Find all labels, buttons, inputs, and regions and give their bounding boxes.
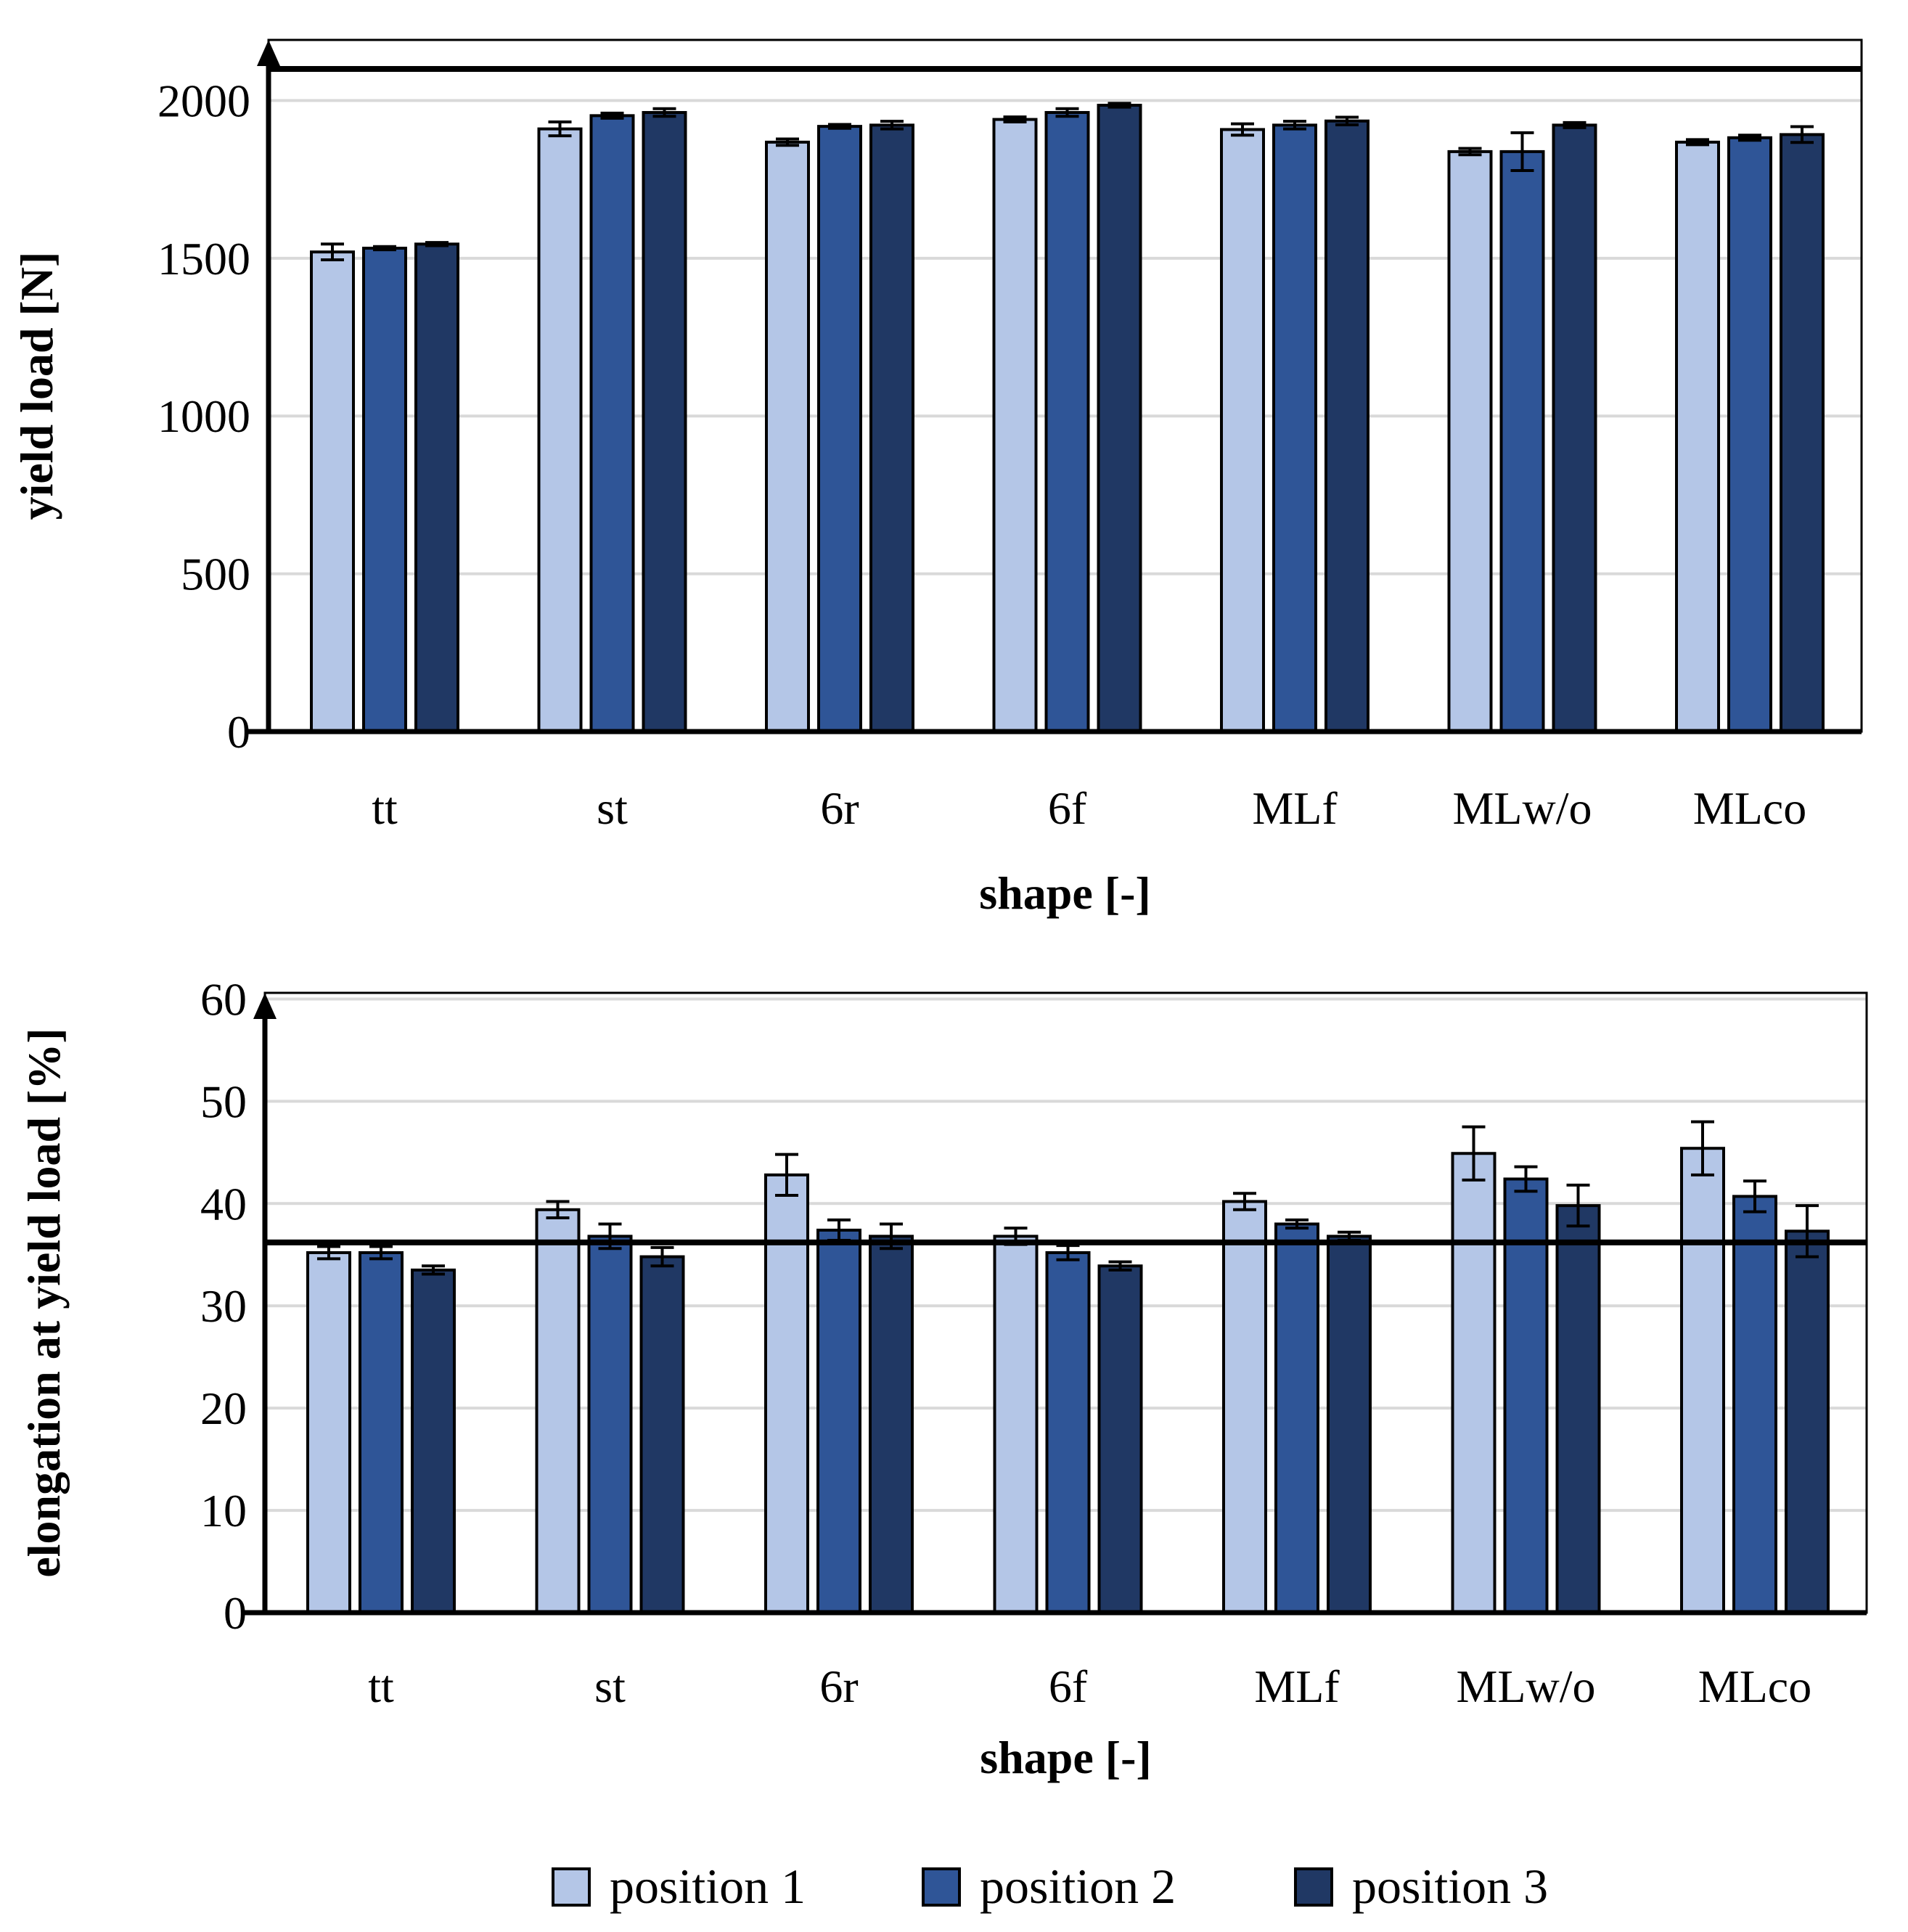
yield-bar-st-pos2 [589,114,635,733]
yield-category-label: tt [372,782,398,834]
elong-category-label: 6f [1049,1661,1088,1712]
elong-bar-MLwo-pos1 [1451,1152,1496,1614]
elong-bar-MLf-pos1 [1222,1200,1267,1614]
yield-bar-st-pos1 [537,127,583,734]
elong-category-label: MLf [1254,1661,1340,1712]
yield-category-label: MLw/o [1453,782,1592,834]
elong-bar-MLco-pos2 [1732,1195,1777,1614]
yield-bar-MLco-pos2 [1727,136,1772,733]
elong-bar-MLwo-pos2 [1503,1177,1549,1614]
elong-ytick-label: 0 [224,1587,247,1639]
elong-bar-6f-pos1 [993,1235,1039,1614]
elong-category-label: tt [368,1661,394,1712]
legend-swatch-position-2 [922,1867,961,1907]
legend: position 1 position 2 position 3 [552,1859,1548,1914]
yield-bar-6f-pos3 [1097,103,1142,733]
elong-bar-tt-pos1 [306,1251,351,1614]
elong-x-axis-title: shape [-] [980,1732,1151,1783]
yield-bar-tt-pos1 [310,250,355,733]
legend-label-position-1: position 1 [610,1859,806,1914]
elong-bar-MLwo-pos3 [1555,1204,1601,1614]
yield-bar-MLf-pos2 [1272,123,1317,734]
elong-bar-6r-pos2 [816,1228,861,1614]
yield-ytick-label: 2000 [157,75,250,126]
elong-ytick-label: 50 [200,1076,247,1127]
yield-bar-6f-pos2 [1044,110,1090,734]
elong-bar-6f-pos2 [1045,1251,1091,1614]
elong-bar-st-pos1 [535,1208,581,1614]
yield-bar-MLco-pos3 [1780,133,1825,733]
yield-bar-6f-pos1 [992,118,1038,733]
yield-ytick-label: 1000 [157,390,250,442]
elong-category-label: st [594,1661,626,1712]
elong-ytick-label: 20 [200,1383,247,1434]
elong-category-label: 6r [819,1661,858,1712]
legend-swatch-position-3 [1294,1867,1333,1907]
yield-category-label: 6f [1048,782,1087,834]
elong-bar-MLco-pos3 [1785,1229,1830,1614]
yield-ytick-label: 1500 [157,233,250,285]
elong-bar-tt-pos3 [411,1268,456,1614]
yield-bar-MLf-pos1 [1220,128,1265,733]
yield-bar-6r-pos2 [817,125,862,733]
legend-swatch-position-1 [552,1867,591,1907]
elong-ytick-label: 30 [200,1280,247,1332]
elong-bar-6f-pos3 [1097,1264,1143,1614]
yield-ytick-label: 0 [227,706,250,758]
elong-bar-st-pos2 [587,1235,633,1614]
yield-bar-MLco-pos1 [1675,140,1720,733]
elong-bar-6r-pos3 [869,1235,914,1614]
elong-panel: tt st 6r 6f MLf MLw/o MLco 0 10 20 30 40 50 60 shape [… [18,973,1868,1783]
yield-y-axis-title: yield load [N] [11,252,62,520]
elong-bar-tt-pos2 [359,1251,404,1614]
yield-category-label: 6r [820,782,859,834]
yield-bar-MLwo-pos2 [1499,150,1545,734]
yield-category-label: MLf [1252,782,1338,834]
yield-ytick-label: 500 [181,549,250,600]
yield-bar-tt-pos3 [414,242,459,733]
yield-x-axis-title: shape [-] [979,867,1150,919]
yield-bar-st-pos3 [642,110,687,734]
legend-label-position-3: position 3 [1352,1859,1548,1914]
elong-bar-MLf-pos2 [1274,1222,1319,1614]
elong-y-axis-arrow [253,993,277,1019]
elong-bar-MLco-pos1 [1680,1147,1725,1614]
yield-category-label: MLco [1693,782,1806,834]
elong-category-label: MLw/o [1457,1661,1596,1712]
yield-bar-MLwo-pos3 [1552,123,1597,734]
yield-bar-MLf-pos3 [1324,119,1369,734]
yield-bar-6r-pos1 [765,140,810,733]
yield-panel: tt st 6r 6f MLf MLw/o MLco 0 500 1000 1500 2000 shap… [11,38,1863,919]
elong-bar-MLf-pos3 [1327,1235,1372,1614]
yield-bar-tt-pos2 [362,246,407,733]
elong-ytick-label: 40 [200,1178,247,1229]
elong-ytick-label: 60 [200,973,247,1025]
yield-bar-6r-pos3 [869,123,914,734]
elong-category-label: MLco [1698,1661,1811,1712]
elong-y-axis-title: elongation at yield load [%] [18,1028,70,1577]
elong-bar-st-pos3 [639,1255,685,1614]
yield-y-axis-arrow [257,40,280,66]
legend-label-position-2: position 2 [980,1859,1176,1914]
yield-bar-MLwo-pos1 [1447,150,1493,734]
yield-category-label: st [597,782,628,834]
elong-ytick-label: 10 [200,1485,247,1536]
